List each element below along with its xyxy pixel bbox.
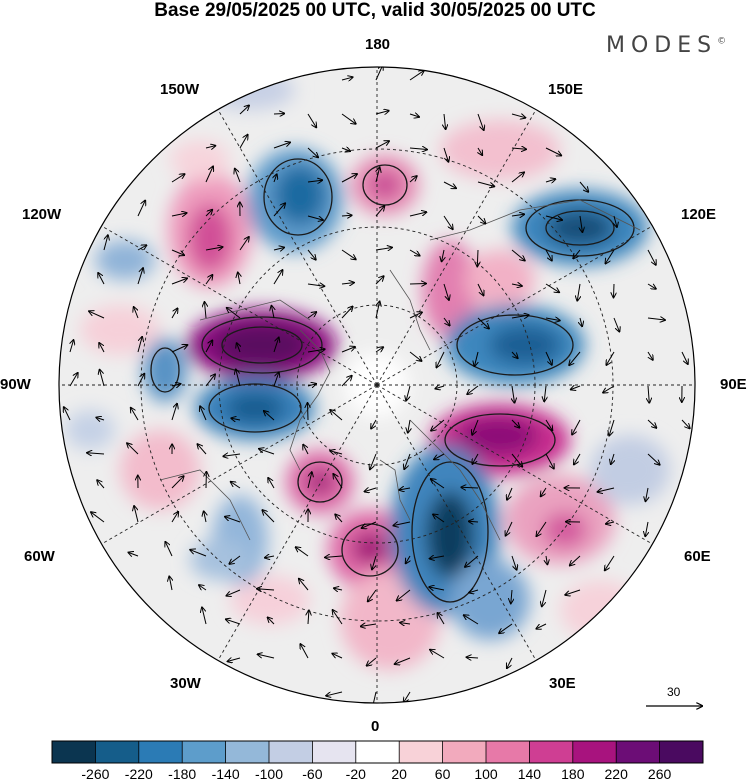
colorbar-swatch <box>355 741 400 763</box>
colorbar-swatch <box>659 741 704 763</box>
colorbar-swatch <box>529 741 574 763</box>
meridian-label-30e: 30E <box>549 675 576 692</box>
colorbar-tick-label: -220 <box>124 766 153 782</box>
colorbar-tick-label: 100 <box>474 766 498 782</box>
colorbar-tick-label: 220 <box>604 766 628 782</box>
colorbar-swatch <box>95 741 140 763</box>
colorbar-tick-label: 60 <box>434 766 451 782</box>
colorbar-swatch <box>572 741 617 763</box>
meridian-label-0: 0 <box>371 718 380 735</box>
colorbar-swatch <box>312 741 357 763</box>
colorbar-tick-label: 140 <box>517 766 542 782</box>
meridian-label-180: 180 <box>365 36 391 53</box>
meridian-label-120w: 120W <box>22 206 62 223</box>
colorbar-tick-label: 20 <box>391 766 407 782</box>
colorbar-swatch <box>399 741 444 763</box>
colorbar-tick-label: 180 <box>561 766 585 782</box>
meridian-label-60w: 60W <box>24 548 55 565</box>
colorbar-tick-label: -140 <box>211 766 240 782</box>
meridian-label-90w: 90W <box>0 376 31 393</box>
modes-logo: MODES© <box>606 33 726 58</box>
vector-scale-label: 30 <box>667 685 681 699</box>
colorbar-swatch <box>616 741 661 763</box>
colorbar-tick-label: -100 <box>254 766 284 782</box>
meridian-label-120e: 120E <box>681 206 717 223</box>
map-title: Base 29/05/2025 00 UTC, valid 30/05/2025… <box>154 0 596 21</box>
colorbar-tick-label: 260 <box>647 766 672 782</box>
colorbar-frame <box>51 740 704 764</box>
colorbar-swatch <box>52 741 96 763</box>
colorbar-tick-label: -20 <box>345 766 366 782</box>
colorbar-swatch <box>486 741 530 763</box>
meridian-label-150w: 150W <box>160 81 200 98</box>
colorbar-swatch <box>138 741 183 763</box>
meridian-label-60e: 60E <box>684 548 711 565</box>
colorbar-tick-label: -260 <box>81 766 110 782</box>
meridian-label-150e: 150E <box>548 81 584 98</box>
anomaly-field <box>59 67 695 703</box>
colorbar-swatch <box>225 741 270 763</box>
wind-vectors <box>64 67 690 703</box>
colorbar-swatch <box>182 741 227 763</box>
colorbar-tick-label: -60 <box>302 766 323 782</box>
colorbar-swatch <box>442 741 487 763</box>
meridian-label-30w: 30W <box>170 675 201 692</box>
colorbar-swatch <box>269 741 313 763</box>
meridian-label-90e: 90E <box>720 376 747 393</box>
copyright-mark: © <box>717 36 727 47</box>
brand-name: MODES <box>606 33 718 58</box>
map-boundary <box>58 66 696 704</box>
colorbar-tick-label: -180 <box>168 766 197 782</box>
